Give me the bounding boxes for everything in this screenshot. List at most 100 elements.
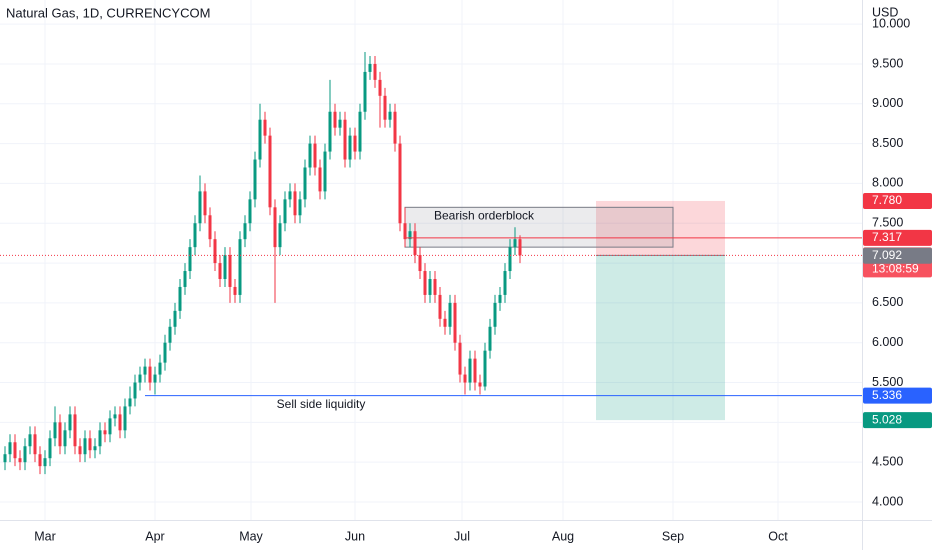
y-tick-label: 4.000 <box>872 494 903 508</box>
x-tick-label: Jun <box>345 529 365 543</box>
candle-body <box>8 442 12 455</box>
candle-body <box>453 302 457 343</box>
liquidity-label: Sell side liquidity <box>277 397 366 411</box>
candle-body <box>278 223 282 248</box>
candle-body <box>38 454 42 467</box>
candles <box>3 52 522 475</box>
candle-body <box>213 239 217 264</box>
candle-body <box>258 119 262 160</box>
candle-body <box>433 278 437 295</box>
candle-body <box>133 382 137 399</box>
candle-body <box>128 398 132 407</box>
overlay: Sell side liquidity <box>0 237 862 411</box>
candle-body <box>458 342 462 375</box>
candle-body <box>13 442 17 459</box>
candle-body <box>293 191 297 216</box>
y-tick-label: 6.500 <box>872 295 903 309</box>
candle-body <box>478 382 482 387</box>
candle-body <box>518 239 522 256</box>
candle-body <box>53 422 57 439</box>
candle-body <box>163 342 167 363</box>
x-tick-label: Aug <box>552 529 574 543</box>
price-tag <box>863 192 932 209</box>
candle-body <box>148 366 152 383</box>
candle-body <box>398 143 402 224</box>
candle-body <box>253 159 257 200</box>
candle-body <box>48 438 52 459</box>
candle-body <box>123 406 127 431</box>
candle-body <box>503 271 507 295</box>
grid <box>0 0 862 520</box>
candle-body <box>173 310 177 327</box>
candle-body <box>303 167 307 200</box>
candle-body <box>88 438 92 451</box>
candle-body <box>313 143 317 168</box>
candle-body <box>463 374 467 383</box>
y-tick-label: 6.000 <box>872 335 903 349</box>
candle-body <box>223 255 227 279</box>
candle-body <box>323 151 327 192</box>
candle-body <box>513 239 517 248</box>
y-tick-label: 9.500 <box>872 56 903 70</box>
candle-body <box>28 434 32 447</box>
price-tag <box>863 387 932 404</box>
x-tick-label: Oct <box>768 529 788 543</box>
candle-body <box>318 167 322 192</box>
candle-body <box>238 239 242 295</box>
orderblock-box <box>404 206 674 248</box>
candle-body <box>168 326 172 343</box>
candle-body <box>3 454 7 463</box>
candle-body <box>83 438 87 455</box>
candle-body <box>353 135 357 152</box>
candle-body <box>73 414 77 447</box>
candle-body <box>63 430 67 447</box>
candle-body <box>33 434 37 455</box>
candle-body <box>108 418 112 435</box>
candle-body <box>23 446 27 463</box>
y-tick-label: 7.500 <box>872 216 903 230</box>
candle-body <box>418 255 422 272</box>
y-tick-label: 9.000 <box>872 96 903 110</box>
x-tick-label: Sep <box>662 529 684 543</box>
price-tag <box>863 229 932 246</box>
price-tag-label: 7.780 <box>872 193 902 207</box>
candle-body <box>268 135 272 208</box>
candle-body <box>508 247 512 272</box>
candle-body <box>283 199 287 224</box>
price-tag <box>863 412 932 429</box>
candle-body <box>43 458 47 467</box>
currency-label: USD <box>872 5 898 19</box>
zones: Bearish orderblock <box>404 200 725 421</box>
x-tick-label: May <box>239 529 263 543</box>
candle-body <box>438 294 442 319</box>
price-tag-label: 7.092 <box>872 248 902 262</box>
candle-body <box>248 199 252 224</box>
candle-body <box>408 231 412 240</box>
candle-body <box>383 95 387 120</box>
candle-body <box>243 223 247 240</box>
candle-body <box>118 414 122 431</box>
candle-body <box>288 191 292 200</box>
candle-body <box>473 358 477 383</box>
candle-body <box>338 119 342 128</box>
candle-body <box>58 422 62 447</box>
candle-body <box>178 286 182 311</box>
x-tick-label: Apr <box>145 529 164 543</box>
candle-body <box>18 458 22 463</box>
countdown-label: 13:08:59 <box>872 262 919 276</box>
candle-body <box>368 63 372 72</box>
chart-title: Natural Gas, 1D, CURRENCYCOM <box>6 5 210 20</box>
candle-body <box>233 286 237 295</box>
candle-body <box>138 374 142 383</box>
candle-body <box>68 414 72 431</box>
candle-body <box>208 215 212 240</box>
candle-body <box>273 207 277 248</box>
candle-body <box>403 223 407 240</box>
candle-body <box>103 430 107 435</box>
candle-body <box>98 430 102 447</box>
candle-body <box>428 278 432 295</box>
candle-body <box>358 111 362 152</box>
candle-body <box>158 362 162 375</box>
candle-body <box>423 271 427 295</box>
candle-body <box>393 111 397 144</box>
